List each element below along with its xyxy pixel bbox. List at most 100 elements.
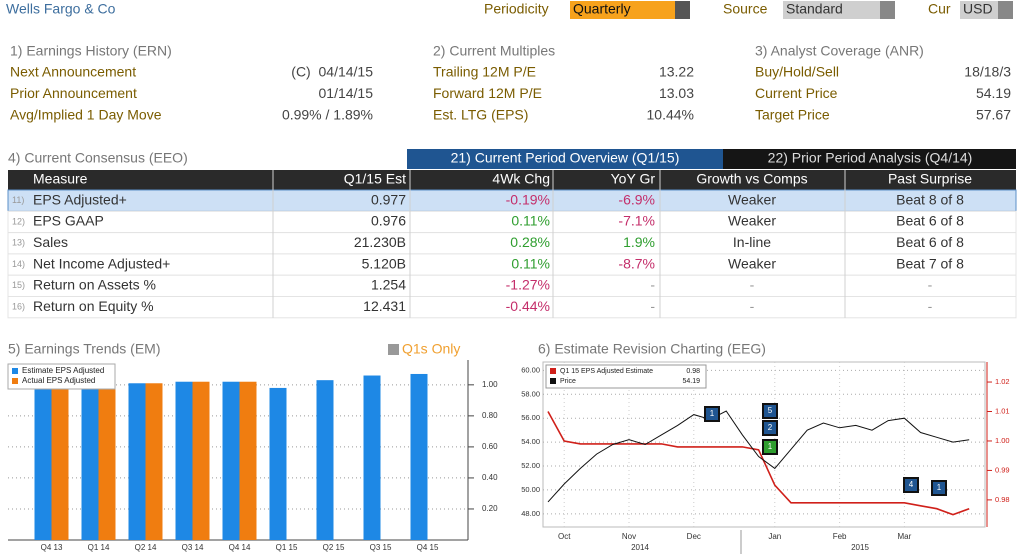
legend-label: Actual EPS Adjusted: [22, 376, 95, 385]
column-header: Q1/15 Est: [344, 171, 406, 187]
table-cell: 21.230B: [354, 234, 406, 250]
tab-label[interactable]: 22) Prior Period Analysis (Q4/14): [768, 150, 973, 166]
table-cell: -0.19%: [506, 191, 550, 207]
y-tick-label: 52.00: [521, 461, 540, 470]
legend-label: Q1 15 EPS Adjusted Estimate: [560, 368, 653, 375]
table-row[interactable]: [7, 296, 1017, 319]
panel-value: 10.44%: [647, 107, 694, 123]
legend-value: 54.19: [682, 378, 700, 385]
panel-value: 13.03: [659, 85, 694, 101]
bar: [269, 387, 287, 540]
table-cell: 0.977: [371, 191, 406, 207]
row-index: 15): [12, 280, 25, 290]
table-cell: -6.9%: [618, 191, 655, 207]
y-tick-label: 0.40: [482, 473, 498, 482]
y2-tick-label: 1.01: [995, 406, 1010, 415]
panel-label: Target Price: [755, 107, 830, 123]
x-tick-label: Q4 13: [41, 543, 63, 552]
periodicity-dropdown[interactable]: [570, 1, 690, 19]
table-cell: -: [650, 277, 655, 293]
x-tick-label: Oct: [558, 532, 571, 541]
revision-marker-face: [706, 408, 718, 420]
panel-value: 13.22: [659, 64, 694, 80]
source-dropdown[interactable]: [783, 1, 895, 19]
bar: [363, 375, 381, 540]
legend-box: [7, 363, 116, 390]
table-cell: Beat 7 of 8: [896, 255, 964, 271]
column-header: Past Surprise: [888, 171, 972, 187]
bar: [145, 383, 163, 540]
y-tick-label: 54.00: [521, 437, 540, 446]
checkbox[interactable]: [388, 344, 399, 355]
table-cell: -: [750, 277, 755, 293]
table-cell: Return on Assets %: [33, 277, 156, 293]
table-cell: -: [650, 298, 655, 314]
bar: [192, 381, 210, 540]
table-cell: -8.7%: [618, 255, 655, 271]
bar: [410, 373, 428, 540]
legend-swatch: [12, 378, 18, 384]
table-cell: 0.11%: [511, 255, 550, 271]
table-cell: Beat 8 of 8: [896, 191, 964, 207]
x-tick-label: Q2 14: [135, 543, 157, 552]
x-tick-label: Feb: [833, 532, 847, 541]
row-index: 14): [12, 259, 25, 269]
row-index: 11): [12, 195, 24, 205]
table-cell: Return on Equity %: [33, 298, 154, 314]
chart-title: 5) Earnings Trends (EM): [8, 341, 161, 357]
tab-label[interactable]: 21) Current Period Overview (Q1/15): [451, 150, 680, 166]
bar: [81, 389, 99, 540]
panel-title: 2) Current Multiples: [433, 43, 555, 59]
checkbox-label[interactable]: Q1s Only: [402, 341, 460, 357]
x-tick-label: Q4 15: [417, 543, 439, 552]
table-cell: 0.11%: [511, 213, 550, 229]
y2-tick-label: 0.98: [995, 495, 1010, 504]
tab[interactable]: [723, 149, 1016, 169]
column-header: Measure: [33, 171, 88, 187]
legend-label: Price: [560, 378, 576, 385]
price-line: [547, 410, 970, 503]
chart-title: 6) Estimate Revision Charting (EEG): [538, 341, 766, 357]
panel-label: Est. LTG (EPS): [433, 107, 528, 123]
revision-marker-label: 1: [937, 483, 942, 492]
x-tick-label: Q3 15: [370, 543, 392, 552]
source-value[interactable]: Standard: [786, 1, 843, 17]
table-cell: Net Income Adjusted+: [33, 255, 170, 271]
table-cell: Sales: [33, 234, 68, 250]
y2-tick-label: 1.00: [995, 436, 1010, 445]
panel-label: Next Announcement: [10, 64, 136, 80]
table-cell: 12.431: [363, 298, 406, 314]
panel-value: (C) 04/14/15: [291, 64, 373, 80]
cur-value[interactable]: USD: [963, 1, 993, 17]
bar: [175, 381, 193, 540]
dropdown-arrow[interactable]: [880, 1, 895, 19]
x-tick-label: Q4 14: [229, 543, 251, 552]
bar: [98, 377, 116, 540]
revision-marker-face: [905, 479, 917, 491]
table-cell: Beat 6 of 8: [896, 213, 964, 229]
table-cell: Weaker: [728, 255, 776, 271]
x-tick-label: Q2 15: [323, 543, 345, 552]
x-tick-label: Jan: [768, 532, 781, 541]
revision-marker-label: 1: [768, 442, 773, 451]
panel-label: Forward 12M P/E: [433, 85, 542, 101]
y-tick-label: 0.20: [482, 504, 498, 513]
table-cell: Weaker: [728, 191, 776, 207]
row-index: 13): [12, 238, 25, 248]
y-tick-label: 0.80: [482, 411, 498, 420]
periodicity-value[interactable]: Quarterly: [573, 1, 631, 17]
table-cell: -: [750, 298, 755, 314]
y-tick-label: 56.00: [521, 413, 540, 422]
dropdown-arrow[interactable]: [998, 1, 1013, 19]
revision-marker-label: 5: [768, 406, 773, 415]
panel-value: 18/18/3: [964, 64, 1011, 80]
bar: [34, 386, 52, 540]
column-header: 4Wk Chg: [492, 171, 550, 187]
tab[interactable]: [407, 149, 723, 169]
panel-value: 0.99% / 1.89%: [282, 107, 373, 123]
panel-label: Current Price: [755, 85, 838, 101]
legend-label: Estimate EPS Adjusted: [22, 366, 104, 375]
dropdown-arrow[interactable]: [675, 1, 690, 19]
panel-label: Buy/Hold/Sell: [755, 64, 839, 80]
